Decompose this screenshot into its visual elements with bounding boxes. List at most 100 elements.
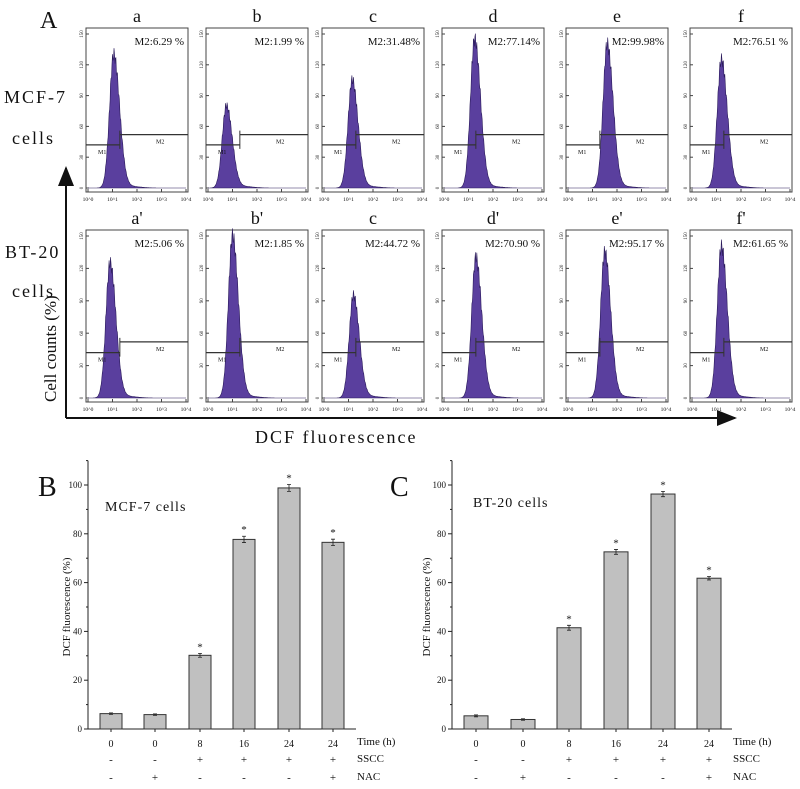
y-tick-label: 150 — [684, 30, 689, 38]
significance-marker: * — [330, 527, 336, 539]
y-tick-label: 100 — [69, 480, 83, 490]
y-tick-label: 0 — [436, 396, 441, 399]
y-tick-label: 90 — [80, 93, 85, 99]
gate-label-m2: M2 — [760, 347, 768, 353]
nac-label: + — [520, 772, 526, 784]
y-tick-label: 120 — [436, 61, 441, 69]
y-tick-label: 30 — [436, 363, 441, 369]
y-tick-label: 90 — [200, 298, 205, 304]
error-bar — [614, 549, 618, 555]
gate-label-m1: M1 — [578, 358, 586, 364]
x-tick-label: 10^3 — [760, 407, 771, 413]
y-tick-label: 30 — [80, 363, 85, 369]
histogram-peak — [324, 75, 422, 189]
y-axis-label: DCF fluorescence (%) — [61, 557, 73, 656]
sscc-label: - — [521, 754, 525, 766]
sscc-label: - — [474, 754, 478, 766]
panel-frame — [441, 27, 545, 193]
y-tick-label: 0 — [684, 396, 689, 399]
error-bar — [331, 538, 335, 546]
error-bar — [153, 713, 157, 716]
panel-label: c — [369, 6, 377, 26]
m2-percentage: M2:76.51 % — [733, 36, 788, 48]
x-tick-label: 10^3 — [156, 197, 167, 203]
x-tick-label: 10^1 — [463, 197, 474, 203]
x-tick-label: 10^3 — [392, 197, 403, 203]
m2-percentage: M2:70.90 % — [485, 238, 540, 250]
y-tick-label: 150 — [684, 232, 689, 240]
y-tick-label: 120 — [560, 264, 565, 272]
histogram-peak — [444, 252, 542, 399]
gate-label-m2: M2 — [156, 140, 164, 146]
x-tick-label: 10^4 — [785, 407, 796, 413]
histogram-panel: b' M2:1.85 % 0 30 60 90 120 150 10^0 10^1 10^2 10^3… — [200, 208, 312, 413]
panel-frame — [205, 229, 309, 403]
y-tick-label: 150 — [436, 232, 441, 240]
y-tick-label: 30 — [684, 154, 689, 160]
x-tick-label: 10^0 — [563, 197, 574, 203]
x-tick-label: 10^0 — [319, 407, 330, 413]
nac-label: - — [198, 772, 202, 784]
sscc-label: + — [566, 754, 572, 766]
y-tick-label: 120 — [80, 61, 85, 69]
gate-label-m2: M2 — [392, 347, 400, 353]
m2-percentage: M2:6.29 % — [135, 36, 185, 48]
x-tick-label: 10^2 — [736, 407, 747, 413]
x-tick-label: 10^0 — [439, 407, 450, 413]
error-bar — [661, 490, 665, 498]
y-tick-label: 30 — [316, 363, 321, 369]
x-tick-label: 10^1 — [343, 407, 354, 413]
m2-percentage: M2:44.72 % — [365, 238, 420, 250]
bar — [321, 541, 345, 730]
bar — [603, 551, 629, 730]
time-label: 0 — [109, 739, 114, 750]
y-tick-label: 90 — [316, 298, 321, 304]
histogram-panel: f' M2:61.65 % 0 30 60 90 120 150 10^0 10^1 10^2 10^… — [684, 208, 796, 413]
histogram-panel: c M2:44.72 % 0 30 60 90 120 150 10^0 10^1 10^2 10^3… — [316, 208, 428, 413]
y-tick-label: 0 — [80, 186, 85, 189]
bar — [232, 538, 256, 730]
y-tick-label: 0 — [442, 724, 447, 734]
y-tick-label: 90 — [436, 93, 441, 99]
x-tick-label: 10^3 — [392, 407, 403, 413]
x-tick-label: 10^0 — [319, 197, 330, 203]
x-tick-label: 10^2 — [252, 407, 263, 413]
y-tick-label: 40 — [73, 626, 83, 636]
y-tick-label: 30 — [316, 154, 321, 160]
time-label: 16 — [239, 739, 249, 750]
y-tick-label: 30 — [436, 154, 441, 160]
sscc-label: + — [197, 754, 203, 766]
time-label: 24 — [328, 739, 338, 750]
y-tick-label: 60 — [684, 123, 689, 128]
y-tick-label: 90 — [80, 298, 85, 304]
row-label-mcf7-cells: cells — [12, 128, 55, 148]
gate-label-m2: M2 — [512, 140, 520, 146]
y-tick-label: 60 — [200, 123, 205, 128]
y-tick-label: 20 — [437, 675, 447, 685]
nac-label: - — [661, 772, 665, 784]
y-tick-label: 30 — [80, 154, 85, 160]
m2-percentage: M2:95.17 % — [609, 238, 664, 250]
error-bar — [567, 624, 571, 631]
gate-label-m2: M2 — [636, 140, 644, 146]
gate-label-m2: M2 — [276, 140, 284, 146]
histogram-peak — [568, 245, 666, 399]
x-tick-label: 10^3 — [276, 197, 287, 203]
histogram-panel: a M2:6.29 % 0 30 60 90 120 150 10^0 10^1 10^2 10^3 1… — [80, 6, 192, 203]
m2-percentage: M2:5.06 % — [135, 238, 185, 250]
row-label-bt20: BT-20 — [5, 242, 60, 262]
panel-frame — [441, 229, 545, 403]
x-tick-label: 10^3 — [760, 197, 771, 203]
y-tick-label: 20 — [73, 675, 83, 685]
row-label-mcf7: MCF-7 — [4, 87, 67, 107]
histogram-panel: e M2:99.98% 0 30 60 90 120 150 10^0 10^1 10^2 10^3 1… — [560, 6, 672, 203]
y-tick-label: 150 — [80, 30, 85, 38]
panel-a-frame — [58, 166, 737, 426]
bar — [650, 493, 676, 730]
y-tick-label: 120 — [684, 61, 689, 69]
y-tick-label: 60 — [560, 330, 565, 336]
panel-label: b — [253, 6, 262, 26]
y-tick-label: 150 — [200, 30, 205, 38]
chart-title: MCF-7 cells — [105, 500, 186, 515]
panel-label: d' — [487, 208, 499, 228]
